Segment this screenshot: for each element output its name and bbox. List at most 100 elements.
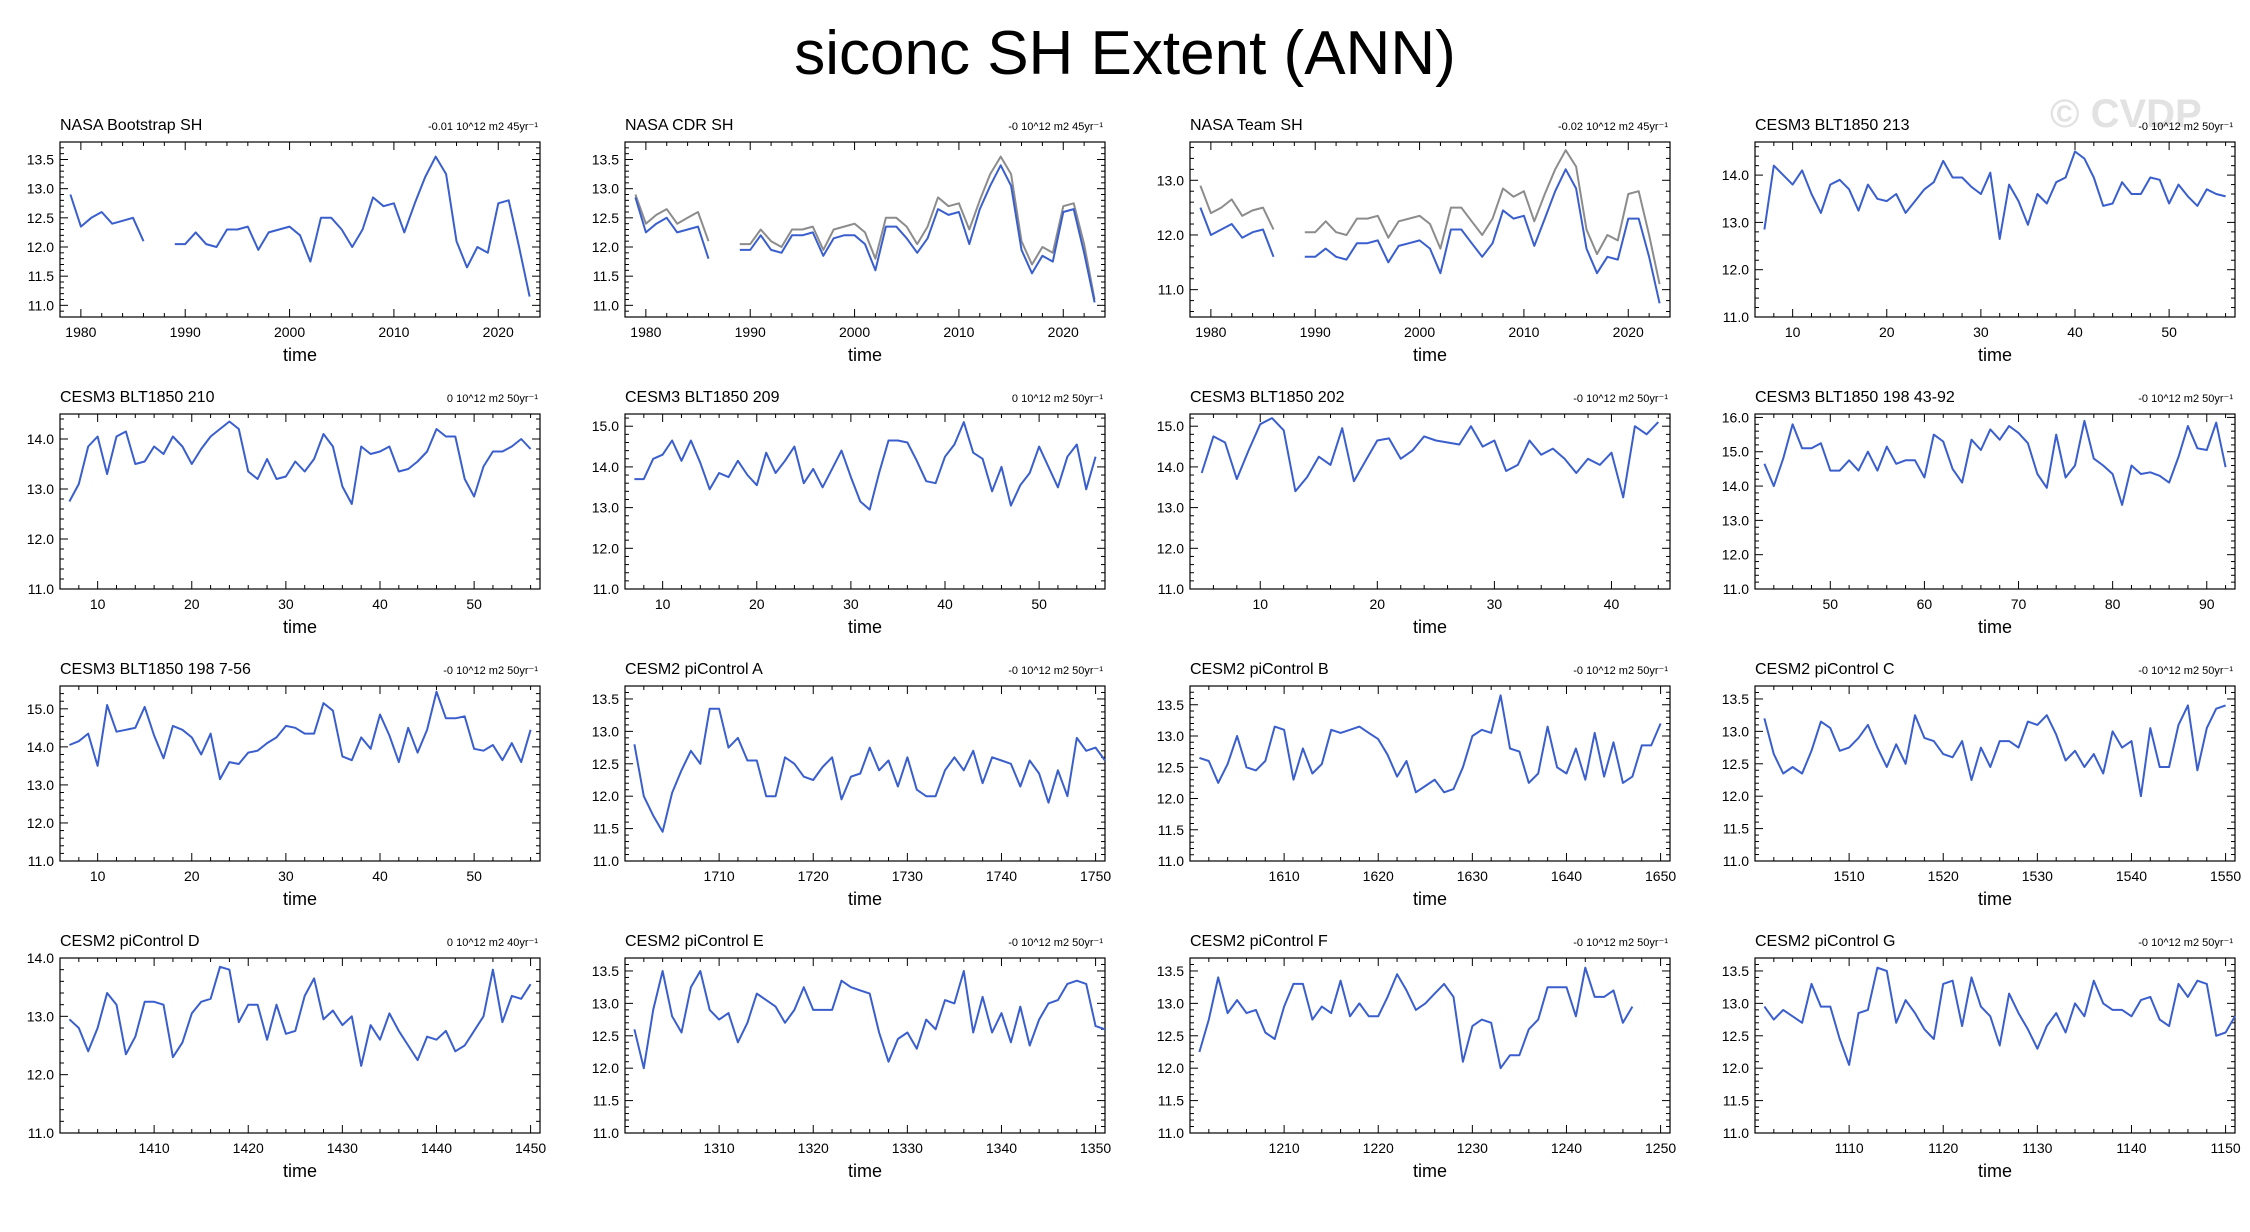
y-tick-label: 13.0 [1157,995,1184,1011]
y-tick-label: 12.0 [1157,540,1184,556]
x-axis-label: time [1978,345,2012,365]
x-tick-label: 1980 [630,324,661,340]
trend-annotation: -0 10^12 m2 50yr⁻¹ [1008,665,1103,677]
x-tick-label: 1340 [986,1140,1017,1156]
y-tick-label: 12.0 [592,540,619,556]
x-tick-label: 1110 [1835,1140,1864,1156]
trend-annotation: -0 10^12 m2 45yr⁻¹ [1008,121,1103,133]
x-tick-label: 10 [1252,596,1268,612]
series-line-1 [1763,419,2227,506]
x-tick-label: 1310 [704,1140,735,1156]
y-tick-label: 13.0 [592,995,619,1011]
chart-panel-8: CESM3 BLT1850 198 43-92 -0 10^12 m2 50yr⁻… [1722,389,2236,637]
x-tick-label: 20 [1879,324,1895,340]
panel-title: CESM3 BLT1850 198 7-56 [60,661,251,678]
y-tick-label: 11.0 [1723,309,1749,325]
trend-annotation: -0 10^12 m2 50yr⁻¹ [2138,393,2233,405]
panel-title: CESM3 BLT1850 210 [60,389,215,406]
plot-frame [1754,685,2236,862]
series-line-1 [633,970,1106,1070]
x-tick-label: 1410 [139,1140,170,1156]
y-tick-label: 12.5 [592,210,619,226]
x-tick-label: 30 [843,596,859,612]
y-tick-label: 12.0 [1722,262,1749,278]
x-tick-label: 1990 [1300,324,1331,340]
y-tick-label: 11.0 [593,581,619,597]
x-axis-label: time [1978,889,2012,909]
y-tick-label: 14.0 [592,459,619,475]
x-tick-label: 1550 [2210,868,2241,884]
panel-title: CESM2 piControl B [1190,661,1329,678]
x-axis-label: time [848,1161,882,1181]
y-tick-label: 12.5 [1722,1028,1749,1044]
series-line-2 [634,164,1096,303]
y-tick-label: 12.0 [1722,788,1749,804]
y-tick-label: 13.0 [1722,995,1749,1011]
x-tick-label: 2000 [1404,324,1435,340]
chart-panel-11: CESM2 piControl B -0 10^12 m2 50yr⁻¹ 11.0 1… [1157,661,1677,909]
x-tick-label: 1120 [1928,1140,1958,1156]
y-tick-label: 13.5 [592,152,619,168]
x-tick-label: 10 [1785,324,1801,340]
plot-frame [59,685,541,862]
x-tick-label: 1510 [1834,868,1865,884]
y-tick-label: 12.0 [592,788,619,804]
panel-title: CESM2 piControl G [1755,933,1896,950]
x-tick-label: 2020 [1048,324,1079,340]
series-line-1 [633,707,1106,833]
panel-title: CESM2 piControl D [60,933,200,950]
x-tick-label: 60 [1917,596,1933,612]
x-tick-label: 50 [2161,324,2177,340]
x-axis-label: time [848,345,882,365]
x-tick-label: 1240 [1551,1140,1582,1156]
y-tick-label: 12.5 [1157,1028,1184,1044]
x-tick-label: 20 [1370,596,1386,612]
chart-panel-5: CESM3 BLT1850 210 0 10^12 m2 50yr⁻¹ 11.0 12… [27,389,541,637]
x-tick-label: 1250 [1645,1140,1676,1156]
series-line-1 [1763,704,2226,798]
y-tick-label: 13.5 [592,963,619,979]
y-tick-label: 12.0 [27,815,54,831]
series-line-1 [1199,694,1662,794]
y-tick-label: 11.5 [593,821,619,837]
y-tick-label: 11.0 [1158,282,1184,298]
x-tick-label: 90 [2199,596,2215,612]
panel-title: CESM3 BLT1850 213 [1755,117,1910,134]
plot-frame [624,413,1106,590]
x-tick-label: 2000 [839,324,870,340]
x-tick-label: 70 [2011,596,2027,612]
series-line-1 [634,155,1096,300]
x-tick-label: 1610 [1269,868,1300,884]
series-line-1 [1763,150,2226,240]
trend-annotation: -0 10^12 m2 50yr⁻¹ [1573,665,1668,677]
x-tick-label: 2020 [1613,324,1644,340]
y-tick-label: 12.0 [1722,1060,1749,1076]
y-tick-label: 13.0 [27,1008,54,1024]
x-tick-label: 2000 [274,324,305,340]
y-tick-label: 14.0 [1157,459,1184,475]
y-tick-label: 12.0 [592,1060,619,1076]
chart-panel-15: CESM2 piControl F -0 10^12 m2 50yr⁻¹ 11.0 1… [1157,933,1677,1181]
series-line-1 [69,690,532,781]
x-tick-label: 1640 [1551,868,1582,884]
x-axis-label: time [1978,617,2012,637]
x-axis-label: time [283,1161,317,1181]
panel-title: CESM2 piControl C [1755,661,1895,678]
y-tick-label: 12.0 [1722,547,1749,563]
panel-title: NASA Team SH [1190,117,1303,134]
x-tick-label: 50 [466,596,482,612]
chart-panel-16: CESM2 piControl G -0 10^12 m2 50yr⁻¹ 11.0 1… [1722,933,2241,1181]
chart-panel-4: CESM3 BLT1850 213 -0 10^12 m2 50yr⁻¹ 11.0 1… [1722,117,2236,365]
x-tick-label: 1230 [1457,1140,1488,1156]
trend-annotation: -0.02 10^12 m2 45yr⁻¹ [1558,121,1668,133]
trend-annotation: -0 10^12 m2 50yr⁻¹ [2138,665,2233,677]
cvdp-watermark: © CVDP [2050,92,2202,136]
y-tick-label: 11.5 [28,268,54,284]
panel-title: CESM3 BLT1850 202 [1190,389,1345,406]
x-axis-label: time [848,617,882,637]
chart-panel-1: NASA Bootstrap SH -0.01 10^12 m2 45yr⁻¹ 11… [27,117,541,365]
x-tick-label: 10 [90,868,106,884]
x-tick-label: 1440 [421,1140,452,1156]
x-tick-label: 1530 [2022,868,2053,884]
page-title: siconc SH Extent (ANN) [794,19,1456,88]
